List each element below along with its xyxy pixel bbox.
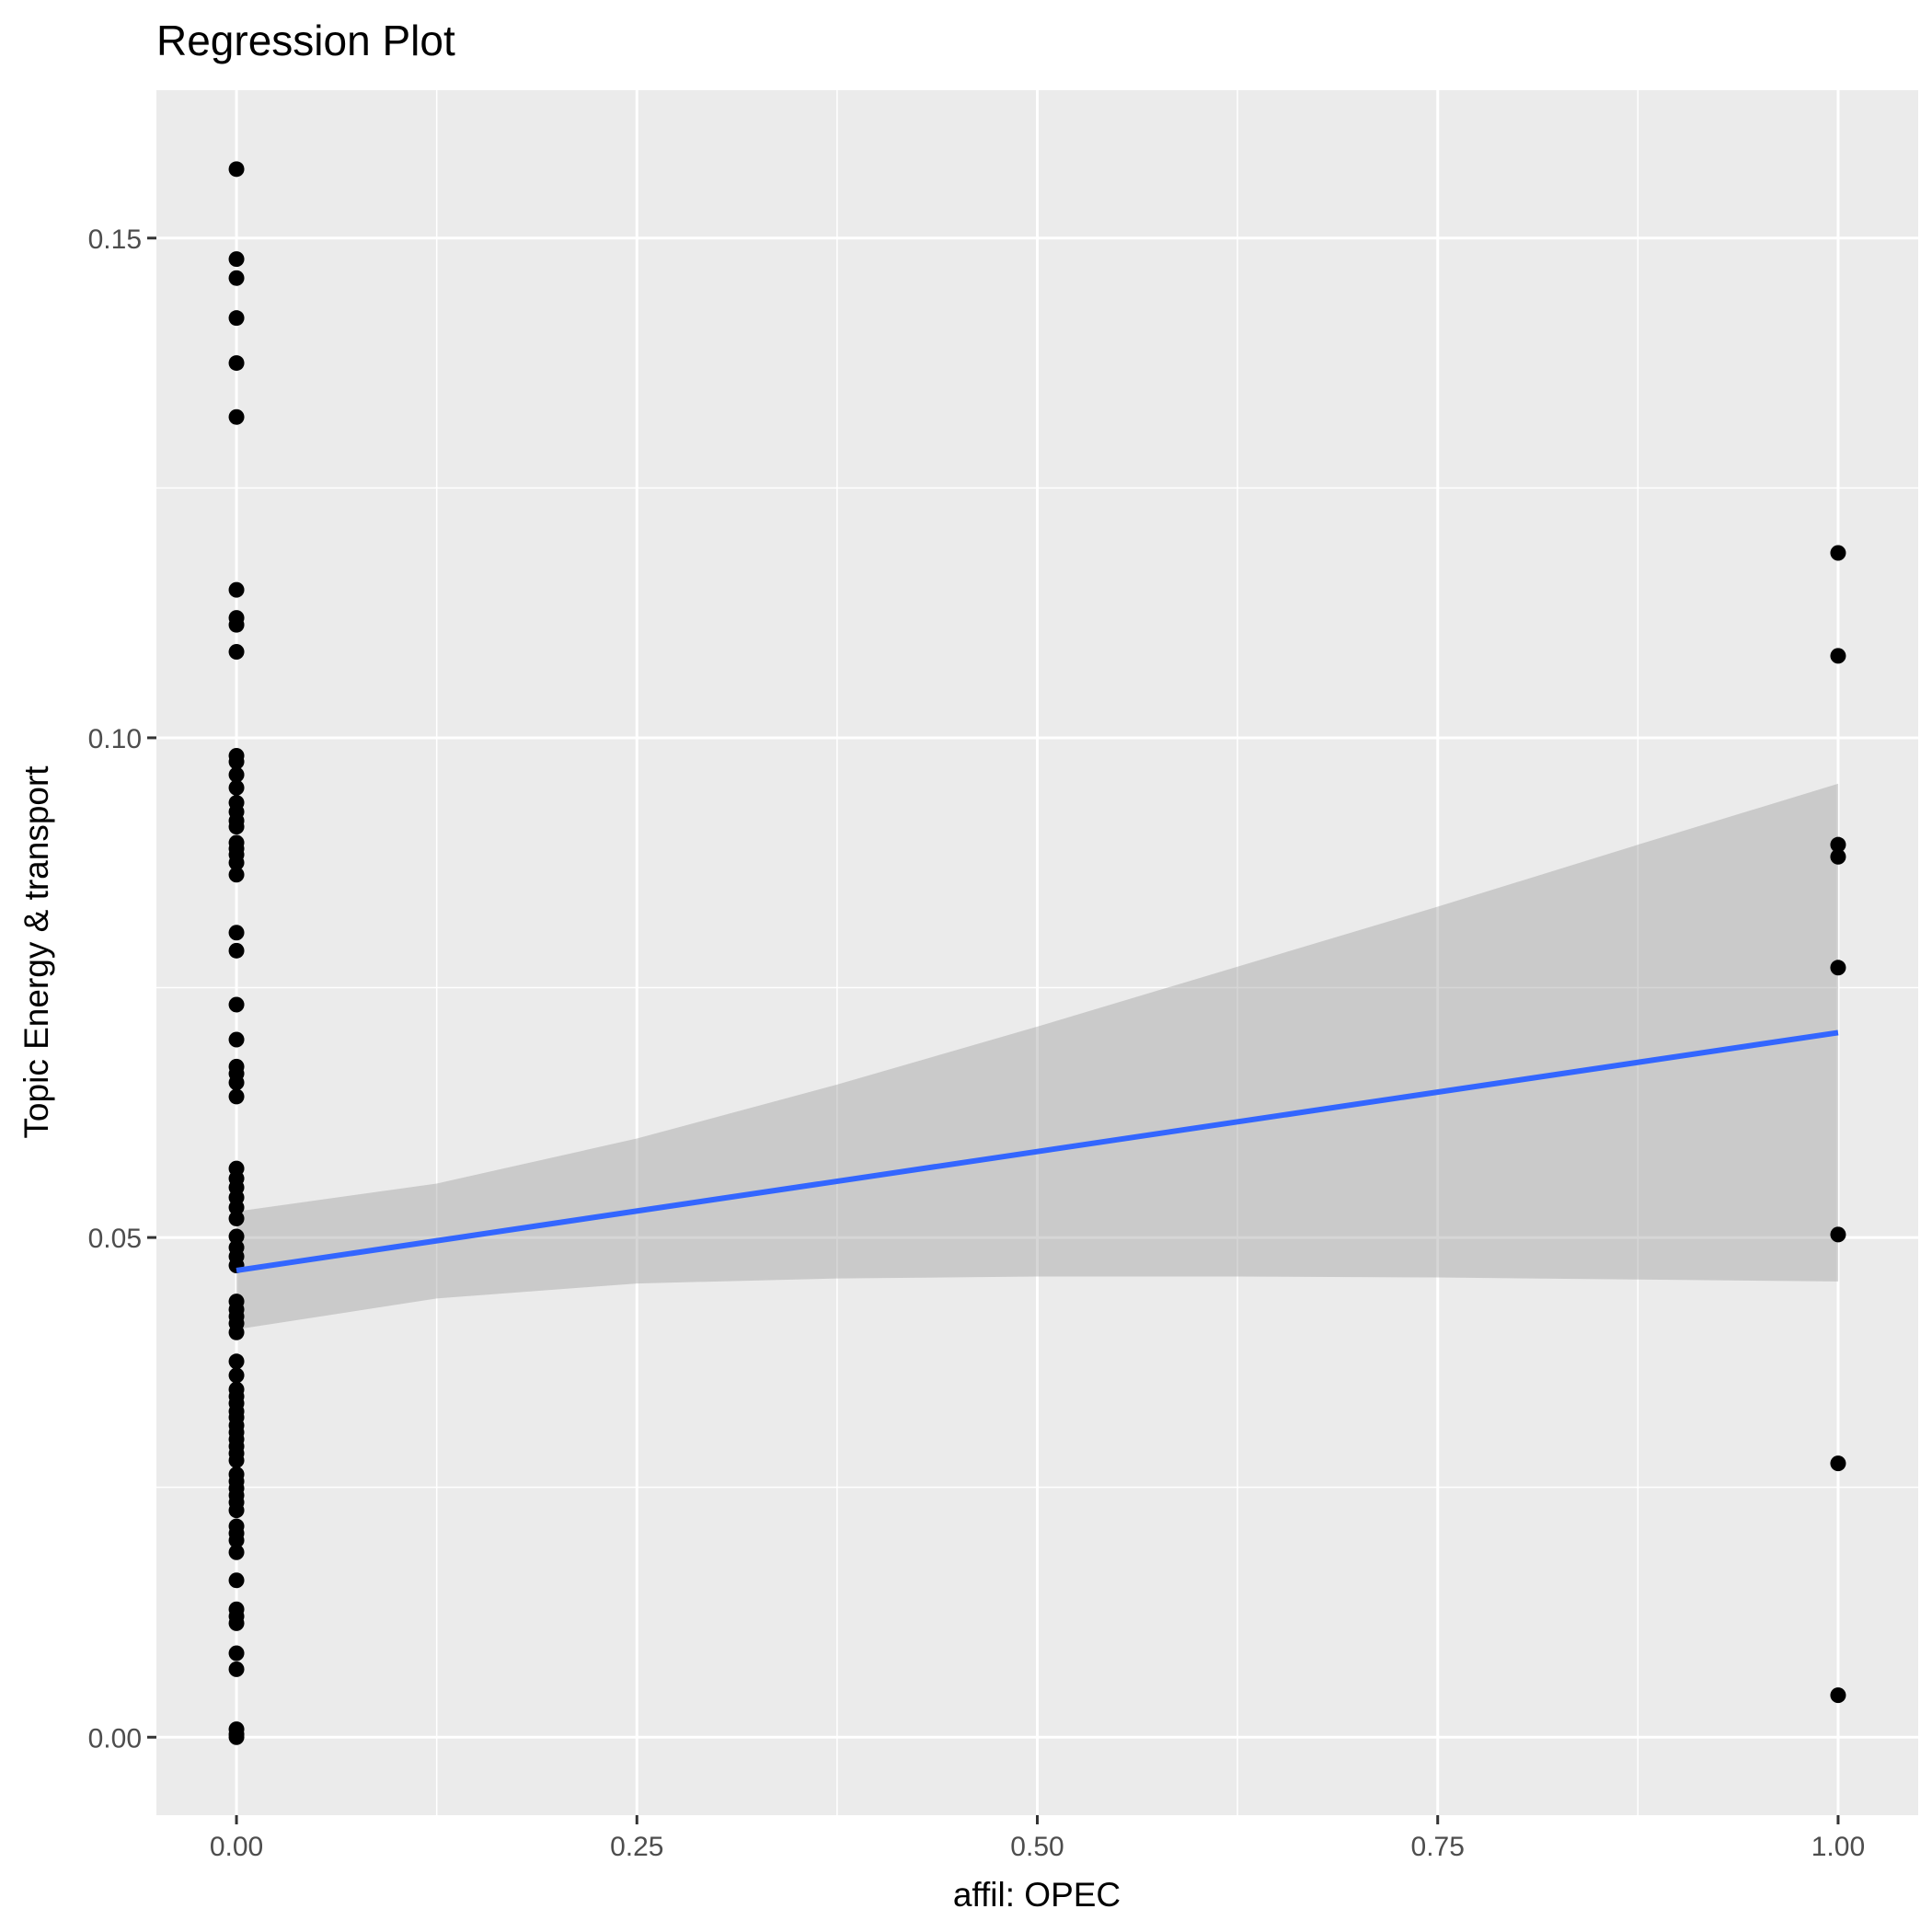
data-point <box>1830 848 1846 865</box>
x-tick-label: 0.00 <box>210 1832 263 1862</box>
data-point <box>228 1324 245 1340</box>
regression-line <box>236 1029 1839 1273</box>
data-point <box>228 1367 245 1384</box>
data-point <box>228 251 245 268</box>
y-tick-label: 0.00 <box>88 1723 142 1754</box>
data-point <box>228 1645 245 1662</box>
data-point <box>228 310 245 327</box>
data-point <box>228 1729 245 1745</box>
data-point <box>228 942 245 959</box>
data-point <box>228 270 245 286</box>
data-point <box>228 1572 245 1589</box>
data-point <box>228 1353 245 1370</box>
data-point <box>1830 836 1846 853</box>
data-point <box>228 644 245 661</box>
confidence-band-area <box>236 783 1838 1330</box>
x-axis: 0.00 0.25 0.50 0.75 1.00 <box>210 1815 1865 1862</box>
data-point <box>228 1200 245 1216</box>
y-tick-label: 0.05 <box>88 1224 142 1254</box>
data-point <box>228 1615 245 1631</box>
data-point <box>228 1661 245 1677</box>
data-point <box>228 1452 245 1468</box>
data-point <box>1830 545 1846 561</box>
data-point <box>228 766 245 783</box>
data-point <box>1830 648 1846 664</box>
data-point <box>228 408 245 425</box>
data-point <box>228 1075 245 1091</box>
data-point <box>1830 960 1846 976</box>
data-point <box>228 819 245 835</box>
data-point <box>228 616 245 633</box>
fit-line <box>236 1029 1839 1273</box>
data-point <box>228 925 245 941</box>
data-point <box>228 753 245 770</box>
data-point <box>228 161 245 178</box>
data-point <box>228 581 245 598</box>
y-axis-title: Topic Energy & transport <box>17 765 55 1139</box>
data-point <box>228 1210 245 1226</box>
chart-title: Regression Plot <box>156 17 455 64</box>
data-point <box>228 1532 245 1548</box>
data-points <box>228 161 1846 1745</box>
data-point <box>1830 1226 1846 1243</box>
x-axis-title: affil: OPEC <box>953 1876 1121 1914</box>
data-point <box>228 855 245 871</box>
data-point <box>1830 1455 1846 1472</box>
data-point <box>228 355 245 372</box>
data-point <box>228 1088 245 1105</box>
data-point <box>228 1031 245 1048</box>
data-point <box>228 779 245 796</box>
data-point <box>228 996 245 1013</box>
x-tick-label: 0.25 <box>610 1832 663 1862</box>
data-point <box>228 1544 245 1560</box>
y-tick-label: 0.15 <box>88 224 142 255</box>
grid-lines <box>156 90 1918 1815</box>
y-axis: 0.00 0.05 0.10 0.15 <box>88 224 156 1754</box>
data-point <box>228 1502 245 1519</box>
x-tick-label: 0.50 <box>1010 1832 1064 1862</box>
data-point <box>228 1228 245 1245</box>
y-tick-label: 0.10 <box>88 724 142 754</box>
data-point <box>1830 1687 1846 1704</box>
x-tick-label: 0.75 <box>1411 1832 1465 1862</box>
confidence-band <box>236 783 1838 1330</box>
data-point <box>228 867 245 883</box>
x-tick-label: 1.00 <box>1811 1832 1865 1862</box>
